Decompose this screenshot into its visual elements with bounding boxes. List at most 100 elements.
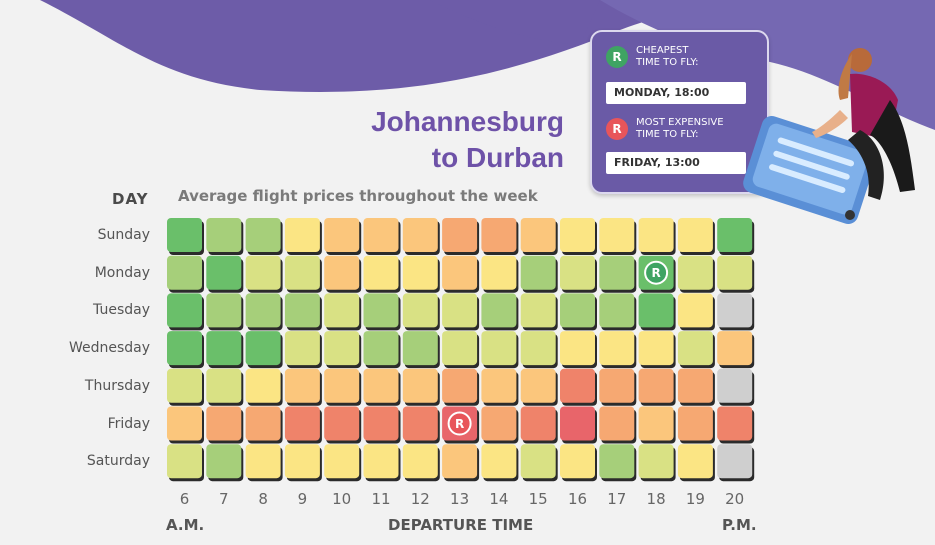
- hour-label-16: 16: [567, 490, 588, 508]
- traveler-with-suitcase-illustration: [743, 48, 915, 224]
- heat-cell-thursday-6: [167, 368, 202, 403]
- cheap-badge-text: R: [612, 50, 622, 64]
- heat-cell-sunday-13: [442, 218, 478, 252]
- hour-label-6: 6: [179, 490, 190, 508]
- am-label: A.M.: [166, 516, 205, 534]
- title-line-2: to Durban: [431, 142, 564, 173]
- heat-cell-sunday-15: [520, 218, 556, 252]
- heat-cell-wednesday-15: [520, 331, 556, 366]
- heat-cell-saturday-10: [324, 444, 360, 479]
- heat-cell-friday-11: [363, 406, 399, 441]
- heat-cell-sunday-7: [206, 218, 242, 252]
- heat-cell-thursday-18: [638, 368, 674, 403]
- heat-cell-friday-17: [599, 406, 635, 441]
- row-label-saturday: Saturday: [86, 453, 150, 470]
- x-axis-label: DEPARTURE TIME: [388, 516, 534, 534]
- heat-cell-saturday-6: [167, 444, 202, 479]
- title-line-1: Johannesburg: [371, 106, 564, 137]
- heat-cell-saturday-15: [520, 444, 556, 479]
- heat-cell-thursday-20: [717, 368, 753, 403]
- suitcase-icon: [743, 116, 877, 224]
- heat-cell-thursday-12: [402, 368, 438, 403]
- cheapest-label-2: TIME TO FLY:: [636, 57, 699, 68]
- most-expensive-marker-icon: R: [447, 411, 472, 436]
- heat-cell-thursday-7: [206, 368, 242, 403]
- chart-subtitle: Average flight prices throughout the wee…: [178, 187, 538, 205]
- heat-cell-tuesday-7: [206, 293, 242, 328]
- cheapest-label: CHEAPEST TIME TO FLY:: [636, 45, 699, 69]
- hour-label-20: 20: [725, 490, 745, 508]
- heat-cell-tuesday-17: [599, 293, 635, 328]
- hour-label-18: 18: [646, 490, 666, 508]
- heat-cell-sunday-18: [638, 218, 674, 252]
- heat-cell-saturday-11: [363, 444, 399, 479]
- heat-cell-friday-7: [206, 406, 242, 441]
- row-label-sunday: Sunday: [97, 227, 150, 243]
- row-label-wednesday: Wednesday: [68, 340, 150, 357]
- heat-cell-thursday-17: [599, 368, 635, 403]
- legend-card: R CHEAPEST TIME TO FLY: MONDAY, 18:00 R …: [590, 30, 769, 194]
- heat-cell-wednesday-18: [638, 331, 674, 366]
- heat-cell-friday-18: [638, 406, 674, 441]
- heat-cell-tuesday-14: [481, 293, 517, 328]
- heat-cell-tuesday-10: [324, 293, 360, 328]
- heat-cell-monday-15: [520, 255, 556, 290]
- heat-cell-saturday-18: [638, 444, 674, 479]
- heat-cell-sunday-19: [677, 218, 713, 252]
- hour-label-14: 14: [489, 490, 509, 508]
- heat-cell-sunday-20: [717, 218, 753, 252]
- heat-cell-tuesday-8: [245, 293, 281, 328]
- heat-cell-thursday-11: [363, 368, 399, 403]
- cheapest-marker-icon-text: R: [651, 266, 660, 280]
- heat-cell-sunday-8: [245, 218, 281, 252]
- cheapest-marker-icon: R: [644, 260, 669, 285]
- expensive-badge-icon: R: [606, 118, 628, 140]
- heat-cell-friday-6: [167, 406, 202, 441]
- heat-cell-tuesday-12: [402, 293, 438, 328]
- heat-cell-saturday-8: [245, 444, 281, 479]
- row-label-monday: Monday: [94, 264, 150, 281]
- heat-cell-saturday-17: [599, 444, 635, 479]
- hour-label-10: 10: [332, 490, 352, 508]
- heat-cell-tuesday-16: [560, 293, 595, 328]
- heat-cell-saturday-14: [481, 444, 517, 479]
- day-axis-label: DAY: [112, 190, 149, 208]
- heat-cell-wednesday-10: [324, 331, 360, 366]
- heat-cell-monday-13: [442, 255, 478, 290]
- heat-cell-friday-12: [402, 406, 438, 441]
- heat-cell-tuesday-9: [284, 293, 320, 328]
- hour-label-9: 9: [297, 490, 308, 508]
- expensive-label: MOST EXPENSIVE TIME TO FLY:: [636, 117, 724, 141]
- cheapest-label-1: CHEAPEST: [636, 45, 689, 56]
- heat-cell-saturday-13: [442, 444, 478, 479]
- heat-cell-tuesday-11: [363, 293, 399, 328]
- heat-cell-friday-14: [481, 406, 517, 441]
- hour-label-12: 12: [410, 490, 430, 508]
- heat-cell-thursday-10: [324, 368, 360, 403]
- heat-cell-sunday-10: [324, 218, 360, 252]
- row-label-tuesday: Tuesday: [93, 302, 150, 319]
- heat-cell-saturday-16: [560, 444, 595, 479]
- hour-label-13: 13: [450, 490, 470, 508]
- heat-cell-thursday-14: [481, 368, 517, 403]
- chart-title: Johannesburg to Durban: [371, 104, 564, 176]
- purple-wave-bottom: [430, 0, 600, 45]
- heat-cell-monday-6: [167, 255, 202, 290]
- heat-cell-tuesday-6: [167, 293, 202, 328]
- heat-cell-monday-12: [402, 255, 438, 290]
- heat-cell-friday-15: [520, 406, 556, 441]
- heat-cell-wednesday-17: [599, 331, 635, 366]
- heat-cell-monday-11: [363, 255, 399, 290]
- heat-cell-wednesday-16: [560, 331, 595, 366]
- heat-cell-wednesday-8: [245, 331, 281, 366]
- hour-label-19: 19: [685, 490, 705, 508]
- heat-cell-wednesday-11: [363, 331, 399, 366]
- heat-cell-monday-10: [324, 255, 360, 290]
- heat-cell-monday-17: [599, 255, 635, 290]
- heat-cell-thursday-16: [560, 368, 595, 403]
- heat-cell-friday-16: [560, 406, 595, 441]
- heat-cell-thursday-13: [442, 368, 478, 403]
- heat-cell-wednesday-7: [206, 331, 242, 366]
- heat-cell-friday-10: [324, 406, 360, 441]
- expensive-label-2: TIME TO FLY:: [636, 129, 699, 140]
